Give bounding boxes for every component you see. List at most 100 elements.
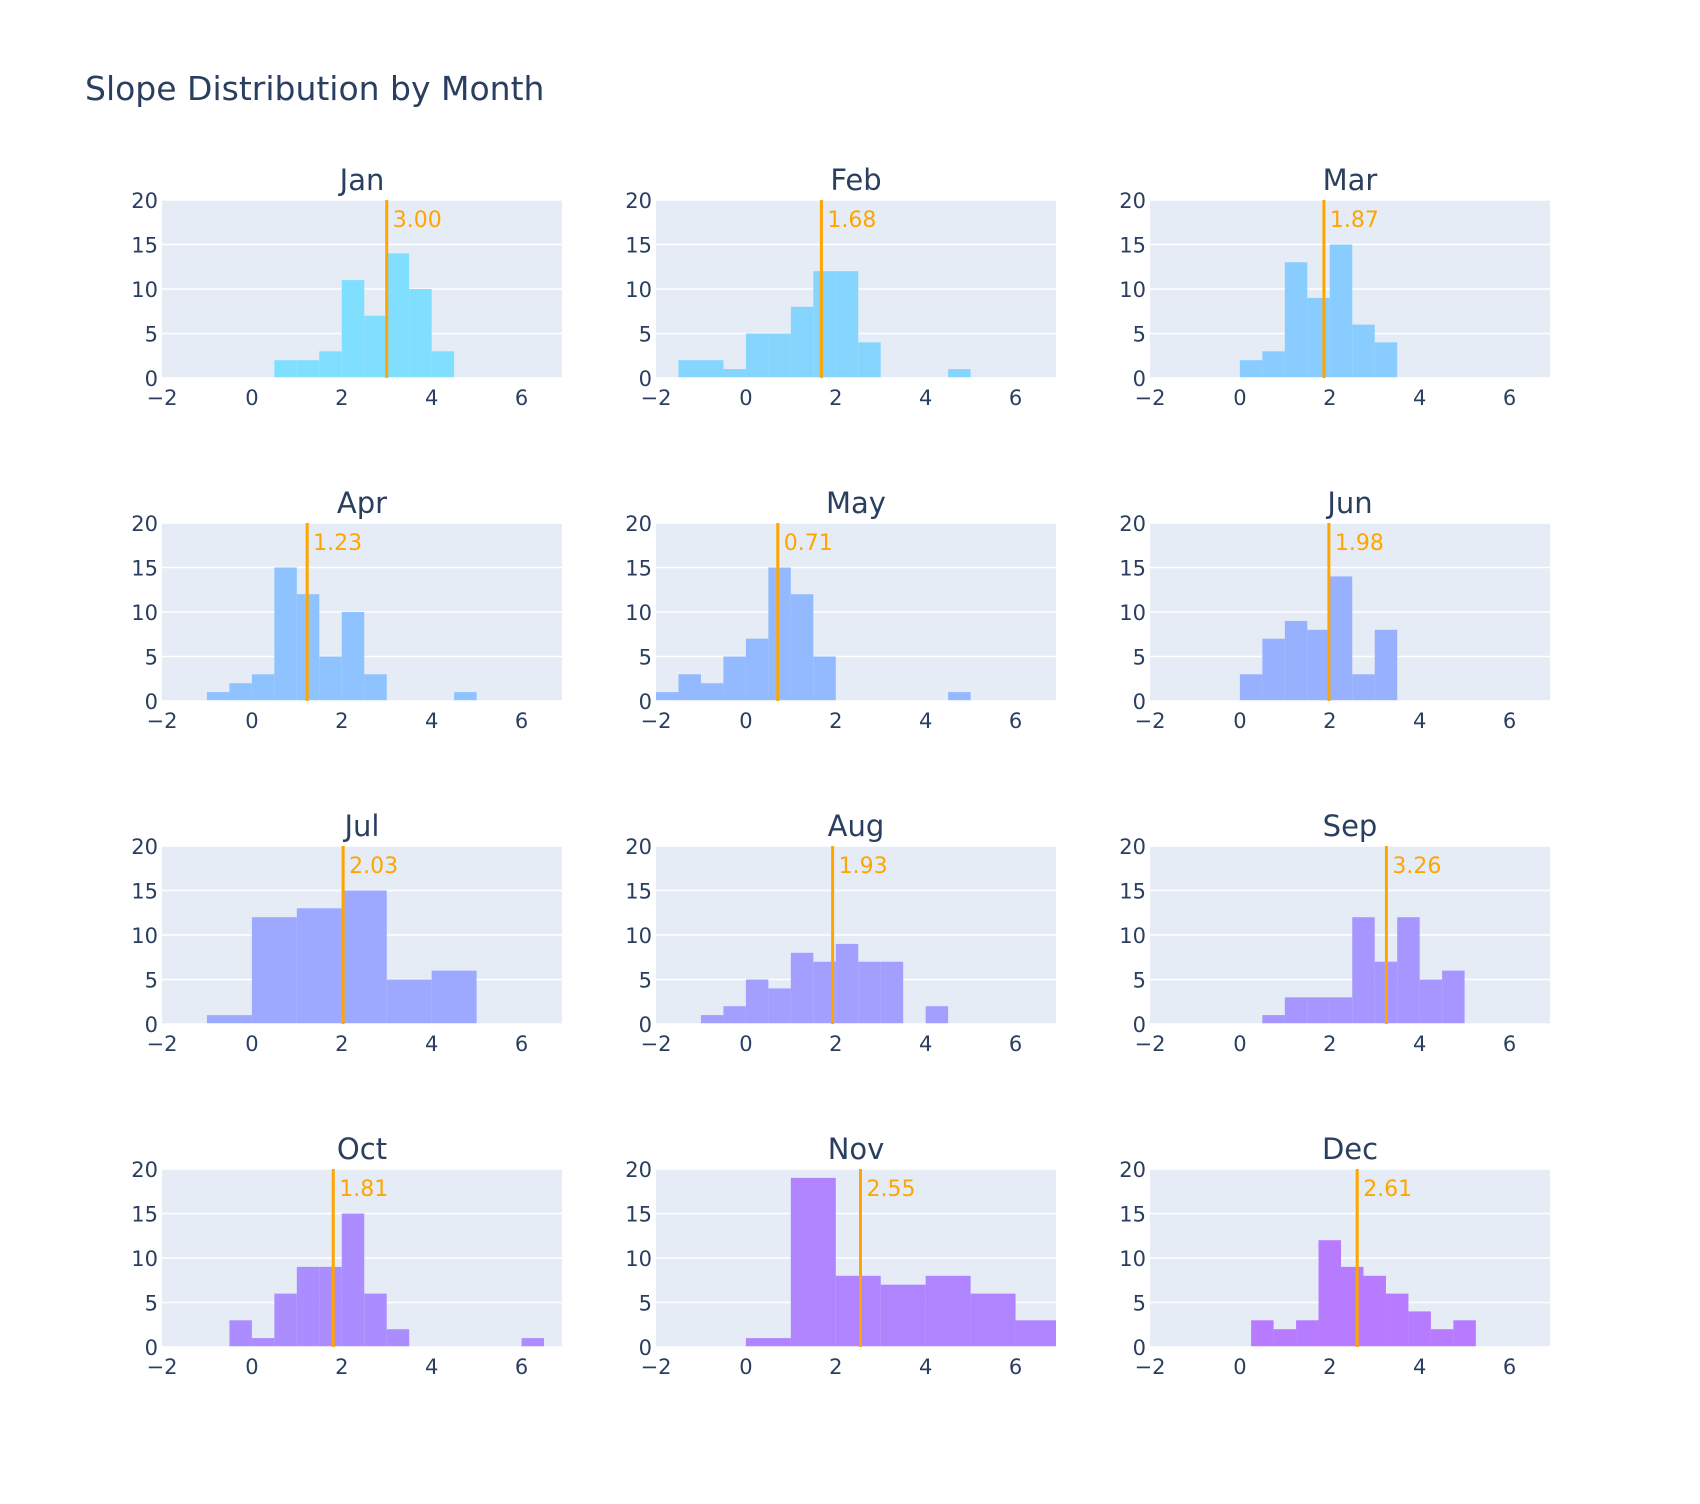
histogram-bar (1329, 576, 1353, 701)
histogram-bar (1341, 1266, 1364, 1347)
histogram-bar (1239, 360, 1263, 378)
y-tick-label: 5 (145, 646, 158, 670)
histogram-bar (948, 369, 971, 378)
x-tick-label: 2 (829, 1355, 842, 1379)
histogram-bar (341, 612, 365, 701)
y-tick-label: 15 (1119, 1203, 1146, 1227)
histogram-bar (723, 369, 746, 378)
histogram-bar (1251, 1320, 1274, 1347)
y-tick-label: 10 (131, 278, 158, 302)
x-tick-label: 4 (1413, 1355, 1426, 1379)
y-tick-label: 5 (1133, 1292, 1146, 1316)
subplot-title-jan: Jan (338, 163, 385, 197)
histogram-bar (1329, 997, 1353, 1024)
y-tick-label: 20 (131, 1158, 158, 1182)
mean-label-dec: 2.61 (1363, 1177, 1412, 1202)
histogram-bar (1307, 629, 1330, 701)
histogram-bar (790, 1177, 836, 1347)
mean-label-jun: 1.98 (1335, 531, 1384, 556)
subplot-title-feb: Feb (830, 163, 881, 197)
y-tick-label: 5 (1133, 969, 1146, 993)
x-tick-label: 6 (1009, 1032, 1022, 1056)
y-tick-label: 20 (131, 512, 158, 536)
histogram-bar (925, 1275, 971, 1347)
x-tick-label: 0 (1233, 1355, 1246, 1379)
x-tick-label: 2 (335, 1355, 348, 1379)
y-tick-label: 15 (131, 557, 158, 581)
bars-jul (206, 890, 477, 1024)
histogram-bar (1374, 629, 1398, 701)
histogram-bar (1397, 917, 1420, 1024)
histogram-bar (880, 1284, 926, 1347)
bars-may (656, 567, 971, 701)
subplot-title-apr: Apr (337, 486, 387, 520)
x-tick-label: 4 (425, 1032, 438, 1056)
histogram-bar (1352, 324, 1375, 378)
histogram-bar (656, 692, 679, 701)
y-tick-label: 20 (1119, 835, 1146, 859)
y-tick-label: 0 (1133, 1336, 1146, 1360)
histogram-bar (206, 1015, 252, 1024)
x-tick-label: 0 (245, 709, 258, 733)
x-tick-label: 0 (739, 709, 752, 733)
bars-dec (1251, 1240, 1476, 1347)
x-tick-label: −2 (147, 709, 178, 733)
x-tick-label: −2 (1135, 709, 1166, 733)
mean-label-sep: 3.26 (1392, 854, 1441, 879)
histogram-bar (1374, 342, 1398, 378)
x-tick-label: 4 (1413, 709, 1426, 733)
y-tick-label: 15 (1119, 234, 1146, 258)
x-tick-label: 6 (1009, 386, 1022, 410)
y-tick-label: 10 (1119, 924, 1146, 948)
y-tick-label: 5 (639, 646, 652, 670)
y-tick-label: 5 (639, 969, 652, 993)
histogram-bar (364, 674, 387, 701)
histogram-bar (1453, 1320, 1476, 1347)
x-tick-label: 0 (245, 1355, 258, 1379)
y-tick-label: 0 (639, 1013, 652, 1037)
histogram-bar (790, 306, 814, 378)
y-tick-label: 15 (131, 1203, 158, 1227)
histogram-bar (813, 656, 836, 701)
y-tick-label: 20 (625, 189, 652, 213)
bars-feb (678, 271, 971, 378)
x-tick-label: −2 (641, 386, 672, 410)
histogram-bar (813, 271, 836, 378)
x-tick-label: 6 (1009, 1355, 1022, 1379)
subplot-title-sep: Sep (1323, 809, 1378, 843)
histogram-bar (341, 890, 387, 1024)
histogram-bar (1408, 1311, 1431, 1347)
bars-nov (745, 1177, 1056, 1347)
y-tick-label: 20 (1119, 512, 1146, 536)
y-tick-label: 20 (625, 1158, 652, 1182)
y-tick-label: 20 (131, 189, 158, 213)
x-tick-label: 2 (1323, 386, 1336, 410)
y-tick-label: 5 (639, 1292, 652, 1316)
subplot-title-jul: Jul (343, 809, 380, 843)
histogram-bar (1352, 674, 1375, 701)
histogram-bar (723, 1006, 746, 1024)
subplot-title-may: May (826, 486, 886, 520)
mean-label-jul: 2.03 (349, 854, 398, 879)
histogram-bar (521, 1338, 545, 1347)
histogram-bar (296, 908, 342, 1024)
y-tick-label: 0 (1133, 367, 1146, 391)
histogram-bar (700, 683, 724, 701)
x-tick-label: 4 (425, 1355, 438, 1379)
mean-label-mar: 1.87 (1330, 208, 1379, 233)
x-tick-label: −2 (147, 386, 178, 410)
histogram-bar (319, 351, 342, 378)
y-tick-label: 0 (1133, 1013, 1146, 1037)
x-tick-label: −2 (641, 709, 672, 733)
y-tick-label: 5 (145, 1292, 158, 1316)
y-tick-label: 10 (1119, 278, 1146, 302)
x-tick-label: 0 (739, 386, 752, 410)
histogram-bar (1284, 262, 1308, 378)
histogram-bar (1239, 674, 1263, 701)
mean-label-jan: 3.00 (393, 208, 442, 233)
y-tick-label: 0 (145, 1336, 158, 1360)
